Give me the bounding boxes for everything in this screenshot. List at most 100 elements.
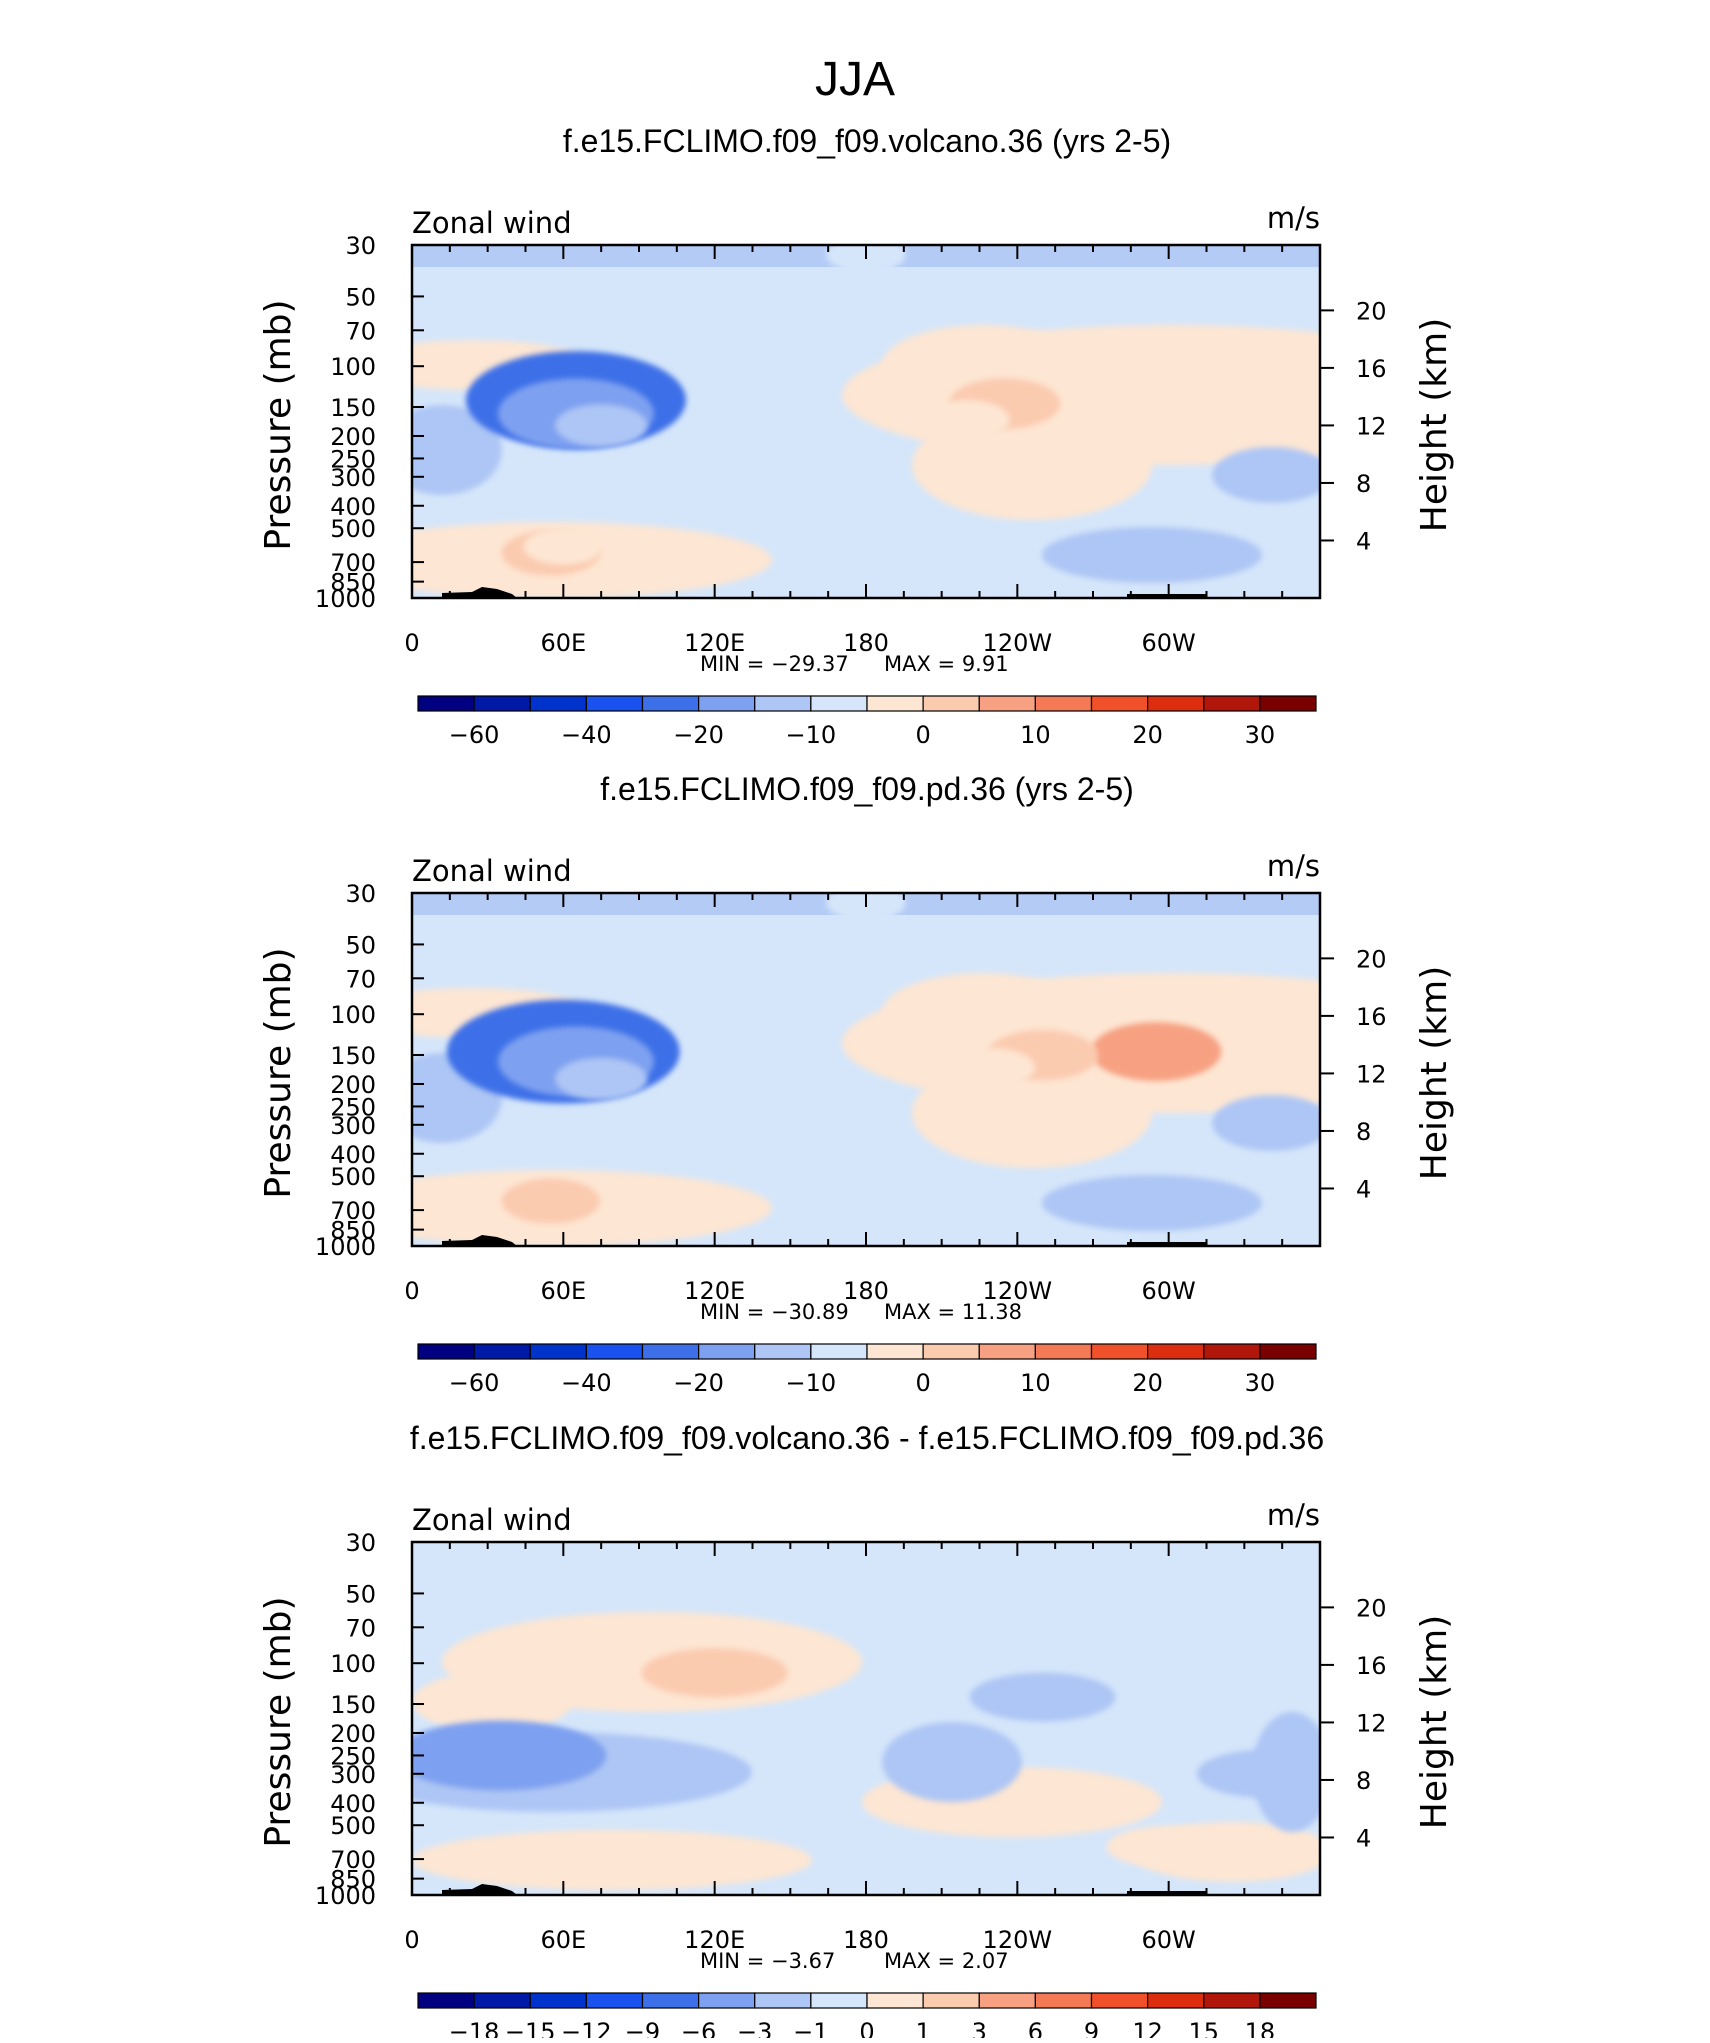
colorbar-swatch xyxy=(473,695,531,712)
colorbar-label: 9 xyxy=(1084,2018,1099,2038)
panel-3: f.e15.FCLIMO.f09_f09.volcano.36 - f.e15.… xyxy=(258,1420,1455,2043)
height-tick-label: 4 xyxy=(1356,527,1371,555)
x-tick-label: 120W xyxy=(983,629,1053,657)
topography xyxy=(1127,594,1207,598)
y-axis-label: Pressure (mb) xyxy=(258,299,299,550)
x-tick-label: 60E xyxy=(540,629,586,657)
contour-fill xyxy=(412,245,1320,598)
colorbar-swatch xyxy=(585,1343,644,1360)
colorbar-swatch xyxy=(698,695,756,712)
colorbar-label: −10 xyxy=(786,721,837,749)
height-tick-label: 16 xyxy=(1356,355,1387,383)
colorbar-swatch xyxy=(473,1343,531,1360)
colorbar-swatch xyxy=(1203,1343,1261,1360)
variable-label: Zonal wind xyxy=(412,854,572,888)
colorbar-label: 12 xyxy=(1132,2018,1163,2038)
panel-title: f.e15.FCLIMO.f09_f09.volcano.36 - f.e15.… xyxy=(410,1420,1324,1456)
height-tick-label: 16 xyxy=(1356,1003,1387,1031)
contour-feature xyxy=(1196,1749,1320,1799)
mid-negative-region xyxy=(412,405,502,495)
y-tick-label: 70 xyxy=(345,317,376,345)
colorbar-swatch xyxy=(641,1343,700,1360)
units-label: m/s xyxy=(1267,1498,1320,1532)
figure-suptitle: JJA xyxy=(815,53,895,106)
colorbar-swatch xyxy=(1259,1992,1317,2009)
topography xyxy=(442,587,517,598)
y-tick-label: 50 xyxy=(345,931,376,959)
y-tick-label: 850 xyxy=(330,1866,376,1894)
y-tick-label: 400 xyxy=(330,493,376,521)
colorbar-label: 10 xyxy=(1020,721,1051,749)
max-label: MAX = 9.91 xyxy=(884,652,1009,676)
min-label: MIN = −30.89 xyxy=(700,1300,849,1324)
x-tick-label: 120E xyxy=(684,1277,745,1305)
x-tick-label: 0 xyxy=(404,1277,419,1305)
mid-negative-region xyxy=(1212,447,1320,503)
colorbar-label: −20 xyxy=(673,1369,724,1397)
y-tick-label: 300 xyxy=(330,464,376,492)
colorbar-label: 6 xyxy=(1028,2018,1043,2038)
colorbar-label: 30 xyxy=(1245,1369,1276,1397)
colorbar-swatch xyxy=(922,1343,980,1360)
y-tick-label: 300 xyxy=(330,1112,376,1140)
colorbar-swatch xyxy=(698,1992,756,2009)
y-axis-label: Pressure (mb) xyxy=(258,947,299,1198)
y-tick-label: 200 xyxy=(330,1720,376,1748)
min-label: MIN = −3.67 xyxy=(700,1949,835,1973)
colorbar-swatch xyxy=(585,1992,644,2009)
y-tick-label: 1000 xyxy=(315,1882,376,1910)
colorbar-swatch xyxy=(417,1343,475,1360)
colorbar-swatch xyxy=(529,695,587,712)
colorbar-label: −12 xyxy=(561,2018,612,2038)
units-label: m/s xyxy=(1267,201,1320,235)
topography xyxy=(442,1235,517,1246)
x-tick-label: 60E xyxy=(540,1926,586,1954)
colorbar-label: −60 xyxy=(449,721,500,749)
y-tick-label: 250 xyxy=(330,445,376,473)
positive-region xyxy=(412,1672,572,1732)
y-axis-label: Pressure (mb) xyxy=(258,1596,299,1847)
y-tick-label: 70 xyxy=(345,1614,376,1642)
colorbar-swatch xyxy=(585,695,644,712)
colorbar-label: −40 xyxy=(561,1369,612,1397)
x-tick-label: 120E xyxy=(684,629,745,657)
x-tick-label: 0 xyxy=(404,1926,419,1954)
height-tick-label: 8 xyxy=(1356,470,1371,498)
colorbar-swatch xyxy=(529,1992,587,2009)
max-label: MAX = 11.38 xyxy=(884,1300,1022,1324)
height-tick-label: 12 xyxy=(1356,1709,1387,1737)
contour-feature xyxy=(1106,1825,1231,1868)
y-tick-label: 400 xyxy=(330,1790,376,1818)
colorbar-label: −3 xyxy=(737,2018,772,2038)
colorbar-swatch xyxy=(698,1343,756,1360)
contour-feature xyxy=(555,1057,648,1100)
y-tick-label: 850 xyxy=(330,569,376,597)
y-tick-label: 50 xyxy=(345,1580,376,1608)
x-tick-label: 180 xyxy=(843,1277,889,1305)
y-tick-label: 200 xyxy=(330,423,376,451)
y-tick-label: 700 xyxy=(330,1197,376,1225)
y-tick-label: 500 xyxy=(330,1812,376,1840)
colorbar-swatch xyxy=(978,1992,1036,2009)
lower-negative-region xyxy=(1042,527,1262,583)
colorbar-label: 0 xyxy=(915,1369,930,1397)
colorbar-label: 20 xyxy=(1132,1369,1163,1397)
contour-feature xyxy=(501,1178,600,1224)
panel-title: f.e15.FCLIMO.f09_f09.pd.36 (yrs 2-5) xyxy=(600,771,1134,807)
height-tick-label: 4 xyxy=(1356,1824,1371,1852)
panel-title: f.e15.FCLIMO.f09_f09.volcano.36 (yrs 2-5… xyxy=(563,123,1171,159)
y-tick-label: 250 xyxy=(330,1742,376,1770)
y-tick-label: 1000 xyxy=(315,585,376,613)
colorbar-swatch xyxy=(1034,695,1093,712)
colorbar-swatch xyxy=(641,1992,700,2009)
colorbar-label: 3 xyxy=(972,2018,987,2038)
contour-feature xyxy=(555,404,648,447)
y-tick-label: 30 xyxy=(345,232,376,260)
colorbar-swatch xyxy=(417,1992,475,2009)
y-tick-label: 1000 xyxy=(315,1233,376,1261)
y-tick-label: 150 xyxy=(330,394,376,422)
mid-negative-region xyxy=(1212,1095,1320,1151)
right-axis-label: Height (km) xyxy=(1414,1615,1455,1829)
colorbar-swatch xyxy=(1203,695,1261,712)
colorbar-swatch xyxy=(1034,1992,1093,2009)
